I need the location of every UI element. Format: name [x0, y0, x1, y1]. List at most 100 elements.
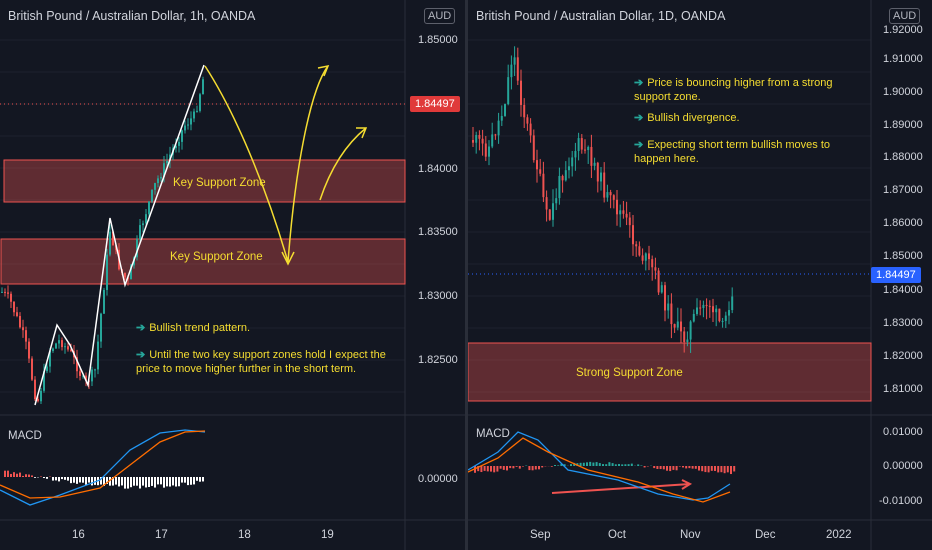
candle-body: [638, 246, 641, 256]
candle-body: [590, 146, 593, 166]
macd-histogram-bar: [43, 477, 45, 479]
macd-histogram-bar: [624, 464, 627, 466]
macd-histogram-bar: [202, 477, 204, 482]
macd-histogram-bar: [550, 466, 553, 467]
macd-histogram-bar: [554, 464, 556, 466]
macd-histogram-bar: [91, 477, 93, 486]
panel-divider[interactable]: [465, 0, 468, 550]
candle-body: [548, 209, 551, 220]
candle-body: [136, 239, 138, 258]
macd-histogram-bar: [534, 466, 537, 470]
macd-histogram-bar: [169, 477, 171, 487]
macd-histogram-bar: [557, 465, 560, 466]
macd-histogram-bar: [19, 472, 21, 477]
chart-canvas-1h[interactable]: [0, 0, 465, 550]
macd-histogram-bar: [31, 475, 33, 477]
candle-body: [91, 369, 93, 382]
macd-histogram-bar: [592, 462, 595, 466]
x-tick: 17: [155, 529, 168, 541]
candle-body: [536, 160, 538, 170]
macd-histogram-bar: [190, 477, 192, 485]
y-tick: 1.86000: [883, 217, 923, 229]
macd-histogram-bar: [726, 466, 729, 473]
candle-body: [472, 140, 474, 143]
macd-histogram-bar: [522, 466, 524, 467]
x-tick: Dec: [755, 529, 776, 541]
y-tick: 1.92000: [883, 24, 923, 36]
arrowhead: [681, 479, 693, 490]
candle-body: [157, 178, 159, 184]
candle-body: [109, 231, 111, 255]
macd-histogram-bar: [630, 463, 633, 466]
macd-histogram-bar: [518, 466, 521, 469]
candle-body: [696, 307, 698, 314]
candle-body: [584, 149, 586, 151]
macd-histogram-bar: [541, 466, 544, 468]
x-tick: 18: [238, 529, 251, 541]
macd-histogram-bar: [136, 477, 138, 486]
y-tick: 1.88000: [883, 151, 923, 163]
macd-histogram-bar: [662, 466, 665, 470]
candle-body: [145, 214, 147, 224]
candle-body: [587, 146, 590, 151]
macd-histogram-bar: [172, 477, 174, 486]
x-tick: Sep: [530, 529, 551, 541]
macd-histogram-bar: [538, 466, 540, 470]
note: ➔ Price is bouncing higher from a strong …: [634, 77, 833, 103]
candle-body: [67, 346, 69, 350]
x-tick: Oct: [608, 529, 626, 541]
macd-histogram-bar: [611, 463, 614, 466]
chart-panel-1h[interactable]: British Pound / Australian Dollar, 1h, O…: [0, 0, 465, 550]
macd-histogram-bar: [130, 477, 132, 488]
macd-histogram-bar: [570, 464, 572, 466]
candle-body: [657, 270, 660, 293]
candle-body: [523, 104, 526, 118]
currency-badge[interactable]: AUD: [889, 8, 921, 24]
macd-histogram-bar: [618, 463, 620, 466]
x-tick: 2022: [826, 529, 852, 541]
candle-body: [154, 183, 156, 190]
candle-body: [616, 199, 618, 215]
y-tick: 1.82500: [418, 354, 458, 366]
candle-body: [596, 162, 599, 182]
candle-body: [175, 145, 177, 149]
y-tick: 0.01000: [883, 426, 923, 438]
macd-histogram-bar: [178, 477, 180, 487]
candle-body: [475, 135, 478, 143]
macd-histogram-bar: [106, 477, 108, 485]
candle-body: [612, 195, 615, 200]
candle-body: [481, 138, 484, 144]
candle-body: [491, 134, 494, 147]
chart-canvas-1d[interactable]: [468, 0, 932, 550]
macd-histogram-bar: [605, 464, 608, 466]
candle-body: [574, 150, 577, 158]
y-tick: 0.00000: [883, 460, 923, 472]
macd-histogram-bar: [560, 464, 563, 466]
macd-histogram-bar: [509, 466, 512, 469]
macd-histogram-bar: [490, 466, 492, 472]
currency-badge[interactable]: AUD: [424, 8, 456, 24]
macd-histogram-bar: [166, 477, 168, 487]
candle-body: [184, 125, 186, 131]
candle-body: [542, 173, 545, 198]
candle-body: [561, 176, 564, 181]
macd-histogram-bar: [199, 477, 201, 482]
macd-line: [0, 429, 206, 506]
support-zone: [3, 159, 406, 203]
note: ➔ Bullish trend pattern.: [136, 322, 251, 334]
candle-body: [686, 339, 689, 342]
candle-body: [28, 341, 30, 359]
macd-histogram-bar: [579, 462, 582, 466]
y-tick: 1.84000: [883, 284, 923, 296]
candle-body: [76, 357, 78, 372]
candle-body: [683, 331, 686, 342]
candle-body: [34, 379, 36, 400]
candle-body: [97, 341, 99, 370]
macd-histogram-bar: [88, 477, 90, 483]
macd-histogram-bar: [701, 466, 704, 472]
y-tick: -0.01000: [879, 495, 923, 507]
right-arrow-icon: ➔: [136, 322, 146, 334]
macd-histogram-bar: [148, 477, 150, 488]
macd-histogram-bar: [175, 477, 177, 487]
chart-panel-1d[interactable]: British Pound / Australian Dollar, 1D, O…: [468, 0, 932, 550]
